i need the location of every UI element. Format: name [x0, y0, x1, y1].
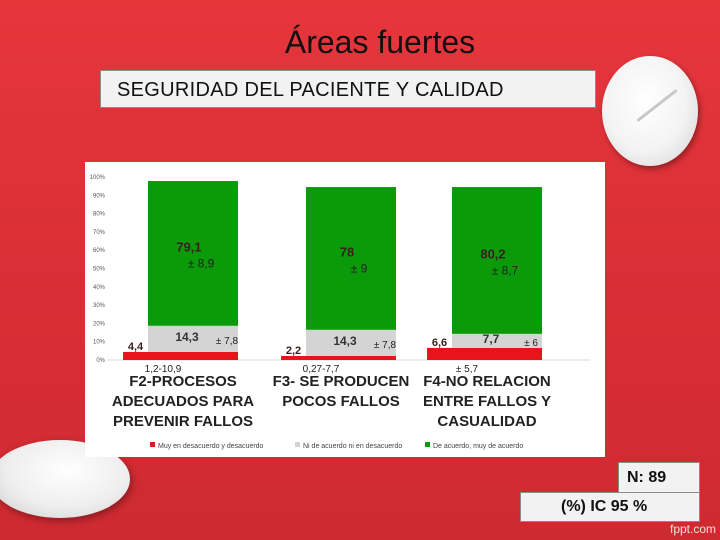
n-label: N: 89 — [627, 469, 667, 486]
data-label-red: 6,6 — [432, 337, 447, 349]
ci-label-red: 0,27-7,7 — [303, 364, 340, 375]
chart-panel: 0% 10% 20% 30% 40% 50% 60% 70% 80% 90% 100% 79,1 ± 8… — [85, 162, 605, 457]
bar-red — [427, 347, 452, 360]
category-label: POCOS FALLOS — [282, 393, 400, 410]
ci-label-grey: ± 7,8 — [374, 340, 397, 351]
bar-red-stack — [306, 355, 396, 360]
watermark: fppt.com — [670, 522, 717, 536]
bar-red — [281, 355, 306, 360]
data-label-green: 80,2 — [480, 246, 505, 261]
slide-subtitle: SEGURIDAD DEL PACIENTE Y CALIDAD — [117, 79, 504, 101]
data-label-red: 4,4 — [128, 341, 144, 353]
y-tick-label: 80% — [93, 212, 106, 218]
slide-title: Áreas fuertes — [284, 24, 476, 60]
data-label-grey: 14,3 — [333, 334, 357, 348]
legend-swatch — [150, 442, 155, 447]
category-label: F4-NO RELACION — [423, 373, 551, 390]
y-tick-label: 100% — [90, 175, 106, 181]
y-tick-label: 90% — [93, 193, 106, 199]
y-tick-label: 0% — [96, 358, 105, 364]
n-box: N: 89 — [618, 462, 700, 494]
ci-label-red: 1,2-10,9 — [145, 364, 182, 375]
bar-grey — [306, 329, 396, 356]
ic-label: (%) IC 95 % — [561, 498, 648, 515]
legend-label: Muy en desacuerdo y desacuerdo — [158, 443, 264, 450]
category-label: PREVENIR FALLOS — [113, 413, 253, 430]
bar-red — [123, 351, 148, 360]
legend-label: De acuerdo, muy de acuerdo — [433, 443, 523, 450]
legend-swatch — [425, 442, 430, 447]
bar-grey — [452, 333, 542, 348]
category-label: ADECUADOS PARA — [112, 393, 254, 410]
y-tick-label: 60% — [93, 248, 106, 254]
data-label-grey: 14,3 — [175, 330, 199, 344]
bar-green — [306, 187, 396, 330]
pill-score-line — [636, 88, 678, 123]
y-tick-label: 70% — [93, 230, 106, 236]
legend-label: Ni de acuerdo ni en desacuerdo — [303, 443, 402, 450]
bar-green — [148, 181, 238, 326]
category-label: ENTRE FALLOS Y — [423, 393, 551, 410]
y-tick-label: 20% — [93, 321, 106, 327]
ic-box: (%) IC 95 % — [520, 492, 700, 522]
ci-label-green: ± 8,9 — [188, 256, 215, 270]
data-label-green: 78 — [340, 244, 354, 259]
y-tick-label: 50% — [93, 267, 106, 273]
ci-label-red: ± 5,7 — [456, 364, 479, 375]
data-label-green: 79,1 — [176, 239, 201, 254]
bar-red-stack — [452, 347, 542, 360]
bar-green — [452, 187, 542, 334]
subtitle-box: SEGURIDAD DEL PACIENTE Y CALIDAD — [100, 70, 596, 108]
data-label-grey: 7,7 — [483, 332, 500, 346]
y-tick-label: 10% — [93, 340, 106, 346]
bar-grey — [148, 325, 238, 352]
category-label: F2-PROCESOS — [129, 373, 237, 390]
y-tick-label: 30% — [93, 303, 106, 309]
data-label-red: 2,2 — [286, 345, 301, 357]
pill-image-top — [602, 56, 698, 166]
legend-swatch — [295, 442, 300, 447]
ci-label-green: ± 8,7 — [492, 263, 519, 277]
y-tick-label: 40% — [93, 285, 106, 291]
category-label: F3- SE PRODUCEN — [273, 373, 410, 390]
ci-label-grey: ± 7,8 — [216, 336, 239, 347]
ci-label-green: ± 9 — [351, 261, 368, 275]
ci-label-grey: ± 6 — [524, 338, 538, 349]
category-label: CASUALIDAD — [437, 413, 536, 430]
stacked-bar-chart: 0% 10% 20% 30% 40% 50% 60% 70% 80% 90% 100% 79,1 ± 8… — [90, 175, 590, 450]
bar-red-stack — [148, 351, 238, 360]
